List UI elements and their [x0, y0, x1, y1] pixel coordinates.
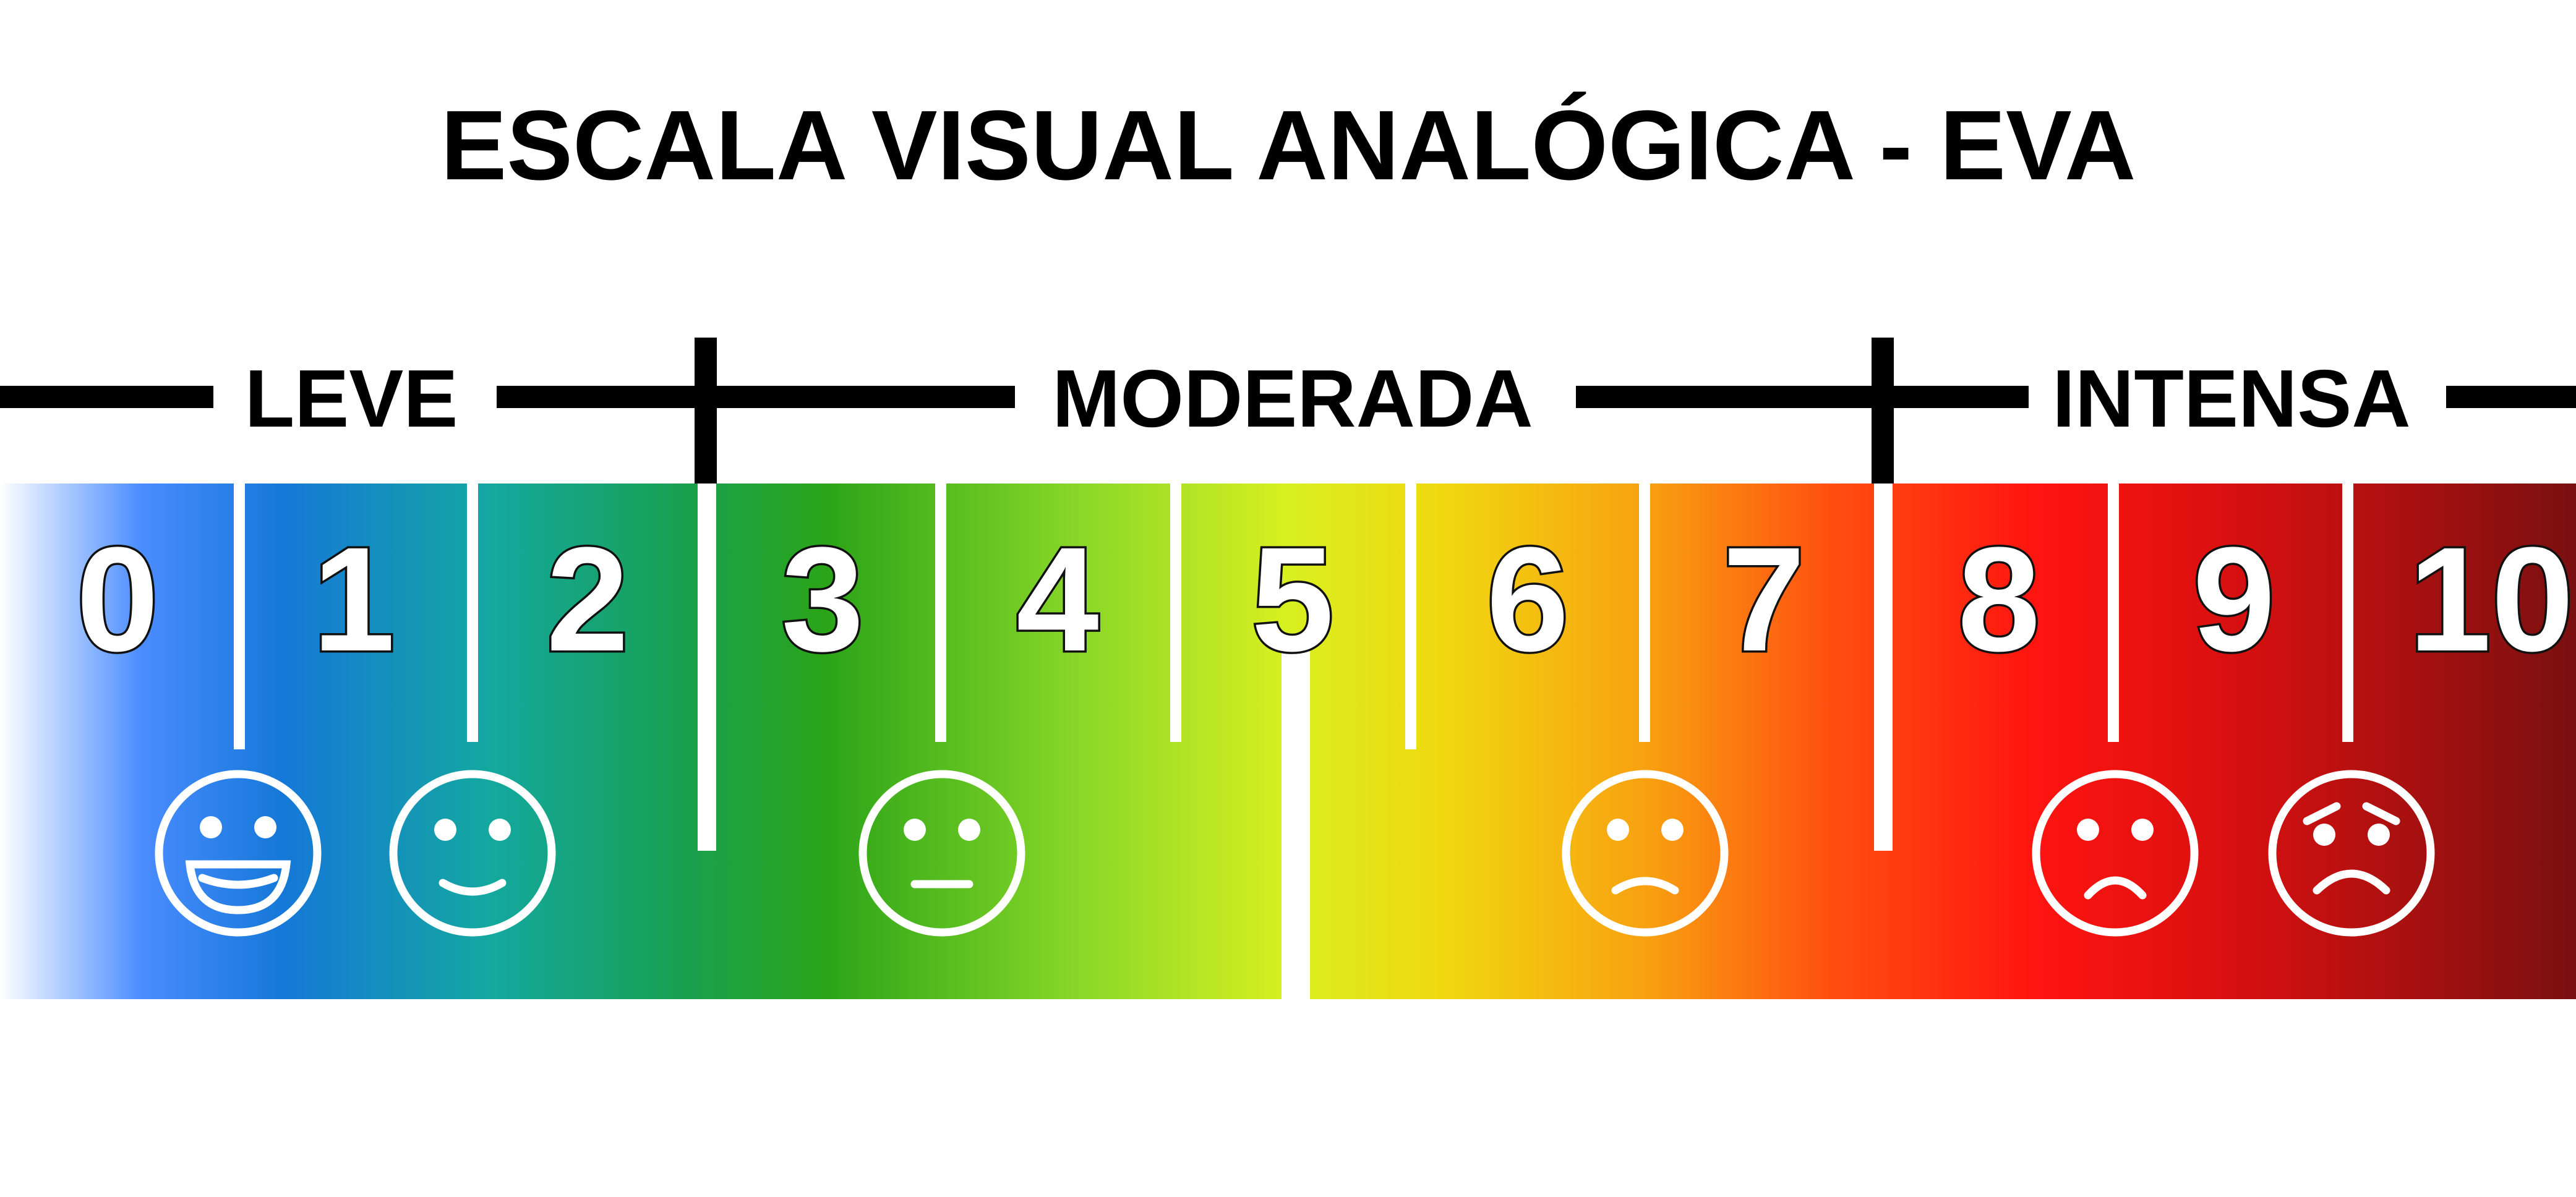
- category-label-intensa: INTENSA: [2052, 353, 2410, 444]
- scale-number-4: 4: [1016, 516, 1098, 682]
- tick-line: [1282, 643, 1310, 999]
- category-divider: [695, 338, 717, 483]
- header-line-segment: [2446, 386, 2576, 408]
- tick-line: [1874, 483, 1893, 851]
- tick-line: [234, 483, 245, 749]
- scale-number-10: 10: [2409, 516, 2574, 682]
- category-header: LEVE MODERADA INTENSA: [0, 338, 2576, 483]
- tick-line: [1405, 483, 1416, 749]
- scale-ticks: [234, 483, 2353, 999]
- scale-number-7: 7: [1722, 516, 1805, 682]
- header-line-segment: [1576, 386, 2029, 408]
- laughing-face-icon: [155, 770, 322, 937]
- tick-line: [2342, 483, 2353, 742]
- distressed-face-icon: [2268, 770, 2435, 937]
- scale-number-1: 1: [312, 516, 395, 682]
- pain-faces: [155, 770, 2435, 937]
- tick-line: [2108, 483, 2119, 742]
- scale-number-0: 0: [76, 516, 158, 682]
- tick-line: [1170, 483, 1181, 742]
- category-label-leve: LEVE: [245, 353, 458, 444]
- neutral-face-icon: [858, 770, 1025, 937]
- header-line-segment: [0, 386, 213, 408]
- scale-numbers: 0 1 2 3 4 5 6 7 8 9 10: [74, 514, 2576, 684]
- scale-number-5: 5: [1251, 516, 1333, 682]
- tick-line: [467, 483, 478, 742]
- scale-number-8: 8: [1958, 516, 2040, 682]
- smiling-face-icon: [389, 770, 556, 937]
- scale-number-2: 2: [546, 516, 628, 682]
- page-title: ESCALA VISUAL ANALÓGICA - EVA: [441, 90, 2136, 200]
- header-line-segment: [497, 386, 1015, 408]
- tick-line: [935, 483, 946, 742]
- scale-number-9: 9: [2193, 516, 2275, 682]
- category-label-moderada: MODERADA: [1052, 353, 1533, 444]
- scale-number-3: 3: [781, 516, 863, 682]
- tick-line: [1639, 483, 1650, 742]
- tick-line: [698, 483, 716, 851]
- frowning-face-icon: [1562, 770, 1729, 937]
- category-divider: [1872, 338, 1894, 483]
- sad-face-icon: [2032, 770, 2199, 937]
- scale-number-6: 6: [1486, 516, 1568, 682]
